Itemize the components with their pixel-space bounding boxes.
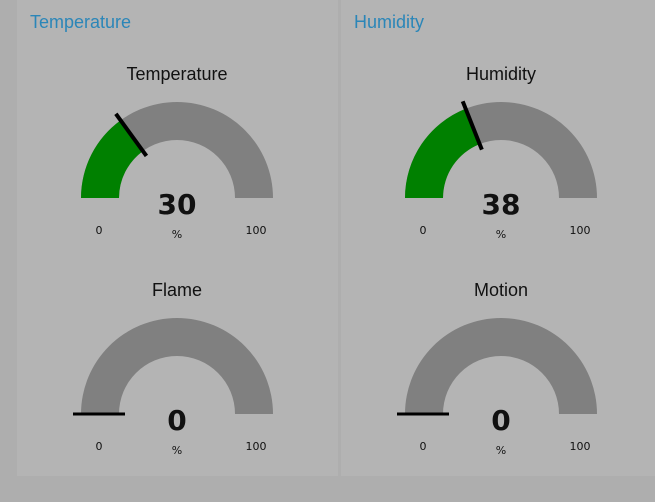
- gauge-title: Flame: [151, 280, 202, 300]
- gauge-value: 0: [491, 404, 510, 437]
- gauge-max-label: 100: [246, 440, 267, 453]
- gauge-needle: [114, 112, 149, 158]
- gauge-track: [81, 318, 273, 414]
- gauge-track: [81, 102, 273, 198]
- gauge-fill: [81, 120, 143, 198]
- group-title-temperature: Temperature: [30, 12, 132, 32]
- gauge-min-label: 0: [96, 440, 103, 453]
- group-humidity: Humidity Humidity 38 % 0 100 Motion 0 % …: [341, 0, 655, 476]
- gauge-motion: Motion 0 % 0 100: [397, 280, 601, 460]
- gauge-dial: 38 % 0 100: [405, 100, 597, 241]
- gauge-max-label: 100: [246, 224, 267, 237]
- gauge-max-label: 100: [570, 440, 591, 453]
- gauge-min-label: 0: [96, 224, 103, 237]
- gauge-temperature: Temperature 30 % 0 100: [77, 64, 277, 244]
- gauge-value: 30: [158, 188, 197, 221]
- gauge-title: Humidity: [465, 64, 536, 84]
- gauge-dial: 30 % 0 100: [81, 102, 273, 241]
- group-temperature: Temperature Temperature 30 % 0 100 Flame…: [17, 0, 338, 476]
- gauge-flame: Flame 0 % 0 100: [73, 280, 277, 460]
- gauge-fill: [405, 108, 480, 198]
- group-title-humidity: Humidity: [354, 12, 425, 32]
- gauge-unit: %: [172, 228, 182, 241]
- gauge-humidity: Humidity 38 % 0 100: [401, 64, 601, 244]
- gauge-unit: %: [172, 444, 182, 457]
- gauge-min-label: 0: [420, 440, 427, 453]
- gauge-title: Temperature: [126, 64, 228, 84]
- gauge-dial: 0 % 0 100: [73, 318, 273, 457]
- gauge-value: 0: [167, 404, 186, 437]
- gauge-max-label: 100: [570, 224, 591, 237]
- gauge-unit: %: [496, 228, 506, 241]
- gauge-unit: %: [496, 444, 506, 457]
- gauge-needle: [460, 100, 484, 151]
- gauge-value: 38: [482, 188, 521, 221]
- gauge-title: Motion: [473, 280, 529, 300]
- gauge-track: [405, 318, 597, 414]
- gauge-dial: 0 % 0 100: [397, 318, 597, 457]
- gauge-min-label: 0: [420, 224, 427, 237]
